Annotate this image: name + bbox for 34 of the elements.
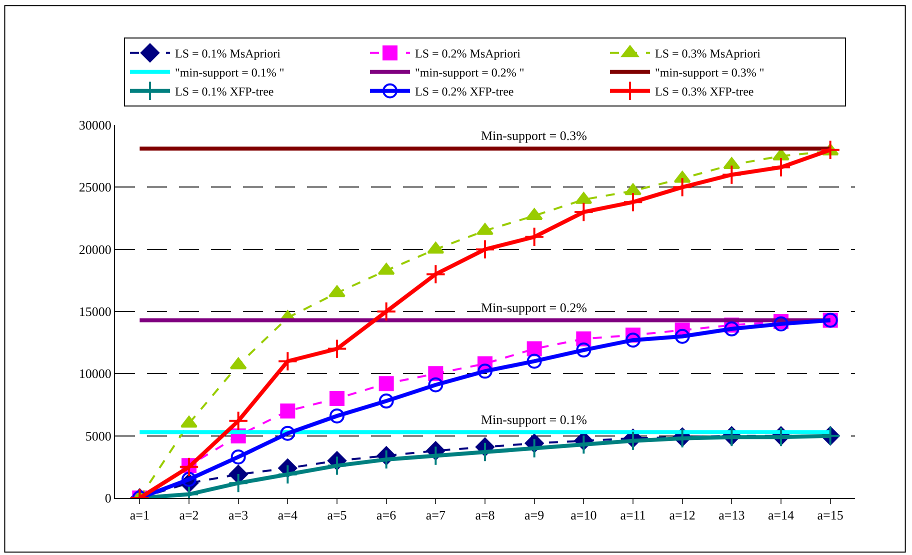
y-tick-label: 30000 (78, 118, 112, 133)
x-tick-label: a=6 (376, 508, 397, 523)
legend-label: LS = 0.2% XFP-tree (415, 84, 514, 99)
annotation: Min-support = 0.2% (481, 300, 588, 315)
x-tick-label: a=13 (718, 508, 745, 523)
legend-label: "min-support = 0.1% " (175, 66, 284, 80)
x-tick-label: a=15 (817, 508, 844, 523)
y-tick-label: 10000 (78, 366, 112, 382)
x-tick-label: a=9 (524, 508, 544, 523)
y-tick-label: 25000 (78, 180, 112, 195)
legend-label: LS = 0.1% XFP-tree (175, 84, 274, 99)
legend-label: "min-support = 0.3% " (655, 66, 764, 80)
x-tick-label: a=10 (570, 508, 597, 523)
annotation: Min-support = 0.1% (481, 412, 588, 427)
y-tick-label: 20000 (78, 242, 112, 257)
x-tick-label: a=5 (327, 508, 347, 523)
x-tick-label: a=1 (130, 508, 150, 523)
legend-label: LS = 0.3% MsApriori (655, 46, 762, 61)
x-tick-label: a=11 (620, 508, 646, 523)
legend-label: LS = 0.3% XFP-tree (655, 84, 754, 99)
x-tick-label: a=12 (669, 508, 696, 523)
x-tick-label: a=3 (228, 508, 248, 523)
x-tick-label: a=7 (426, 508, 446, 523)
legend-label: LS = 0.2% MsApriori (415, 46, 522, 61)
annotation: Min-support = 0.3% (481, 128, 588, 143)
y-tick-label: 0 (104, 490, 112, 506)
x-tick-label: a=14 (768, 508, 795, 523)
x-tick-label: a=4 (278, 508, 298, 523)
x-tick-label: a=8 (475, 508, 495, 523)
legend-label: LS = 0.1% MsApriori (175, 46, 282, 61)
x-tick-label: a=2 (179, 508, 199, 523)
y-tick-label: 15000 (78, 304, 112, 320)
legend-label: "min-support = 0.2% " (415, 66, 524, 80)
y-tick-label: 5000 (85, 428, 112, 444)
